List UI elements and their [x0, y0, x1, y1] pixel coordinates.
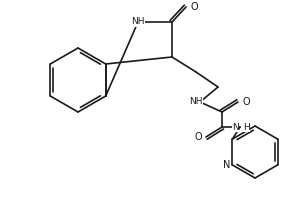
Text: N: N [232, 122, 239, 132]
Text: O: O [194, 132, 202, 142]
Text: NH: NH [131, 18, 145, 26]
Text: O: O [242, 97, 250, 107]
Text: N: N [223, 160, 230, 170]
Text: O: O [190, 2, 198, 12]
Text: H: H [243, 122, 249, 132]
Text: NH: NH [189, 98, 203, 106]
